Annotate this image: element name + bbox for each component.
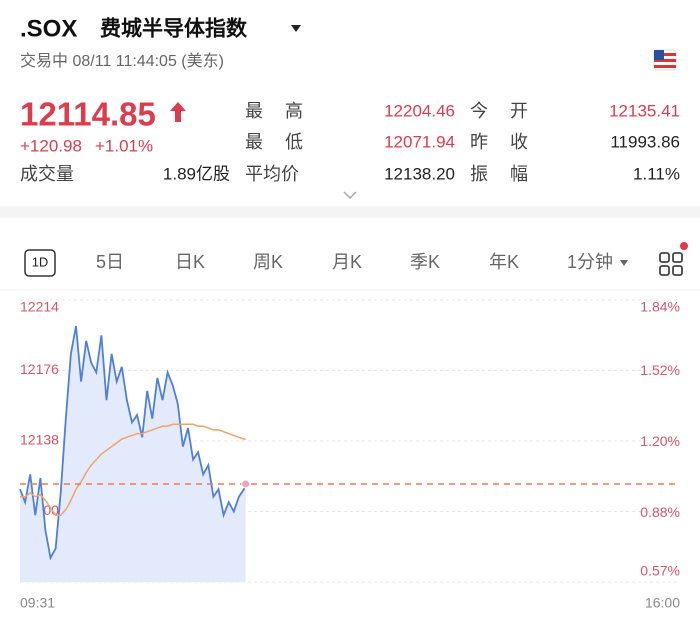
average-line <box>20 423 246 516</box>
tab[interactable]: 1分钟 <box>567 252 613 272</box>
y2-tick-label: 0.88% <box>640 504 680 520</box>
last-point <box>241 479 251 489</box>
change-pct: +1.01% <box>95 136 153 155</box>
stat-label: 最低 <box>245 132 325 152</box>
y-tick-label: 12138 <box>20 432 59 448</box>
notification-dot <box>680 242 688 250</box>
price-line <box>19 325 247 561</box>
stat-label: 成交量 <box>20 164 74 184</box>
y-tick-label: 12214 <box>20 299 59 315</box>
stat-value: 12204.46 <box>384 101 455 120</box>
tab[interactable]: 日K <box>175 252 205 272</box>
y2-tick-label: 1.52% <box>640 362 680 378</box>
tab-selected <box>24 249 56 277</box>
price: 12114.85 <box>20 96 156 133</box>
stat-value: 11993.86 <box>610 132 680 151</box>
tab[interactable]: 5日 <box>96 252 124 272</box>
stat-value: 12071.94 <box>384 132 455 151</box>
stat-label: 振幅 <box>470 164 550 184</box>
tab-dropdown-icon[interactable] <box>620 260 628 266</box>
change: +120.98 <box>20 136 82 155</box>
status: 交易中 08/11 11:44:05 (美东) <box>20 52 224 70</box>
x-tick-label: 16:00 <box>645 595 680 611</box>
stat-label: 最高 <box>245 101 325 121</box>
y2-tick-label: 1.84% <box>640 299 680 315</box>
tab[interactable]: 周K <box>253 252 283 272</box>
tab[interactable]: 月K <box>332 252 362 272</box>
stat-value: 12138.20 <box>384 164 455 183</box>
index-name[interactable]: 费城半导体指数 <box>100 17 248 41</box>
separator <box>0 206 700 218</box>
stat-value: 1.89亿股 <box>163 164 230 183</box>
tab[interactable]: 1D <box>32 254 49 269</box>
y-tick-label: 12176 <box>20 361 59 377</box>
dropdown-icon[interactable] <box>291 25 301 32</box>
stat-value: 1.11% <box>633 164 680 183</box>
area <box>20 326 246 582</box>
tab[interactable]: 季K <box>410 252 440 272</box>
tab[interactable]: 年K <box>489 252 519 272</box>
y2-tick-label: 0.57% <box>640 563 680 579</box>
stat-label: 昨收 <box>470 132 550 152</box>
up-arrow <box>170 102 186 122</box>
expand-icon[interactable] <box>343 191 357 200</box>
stat-value: 12135.41 <box>609 101 680 120</box>
layout-icon[interactable] <box>659 252 683 276</box>
y2-tick-label: 1.20% <box>640 433 680 449</box>
x-tick-label: 09:31 <box>20 595 55 611</box>
symbol: .SOX <box>20 15 77 42</box>
stat-label: 平均价 <box>245 164 299 184</box>
us-flag <box>653 49 677 71</box>
stat-label: 今开 <box>470 101 550 121</box>
